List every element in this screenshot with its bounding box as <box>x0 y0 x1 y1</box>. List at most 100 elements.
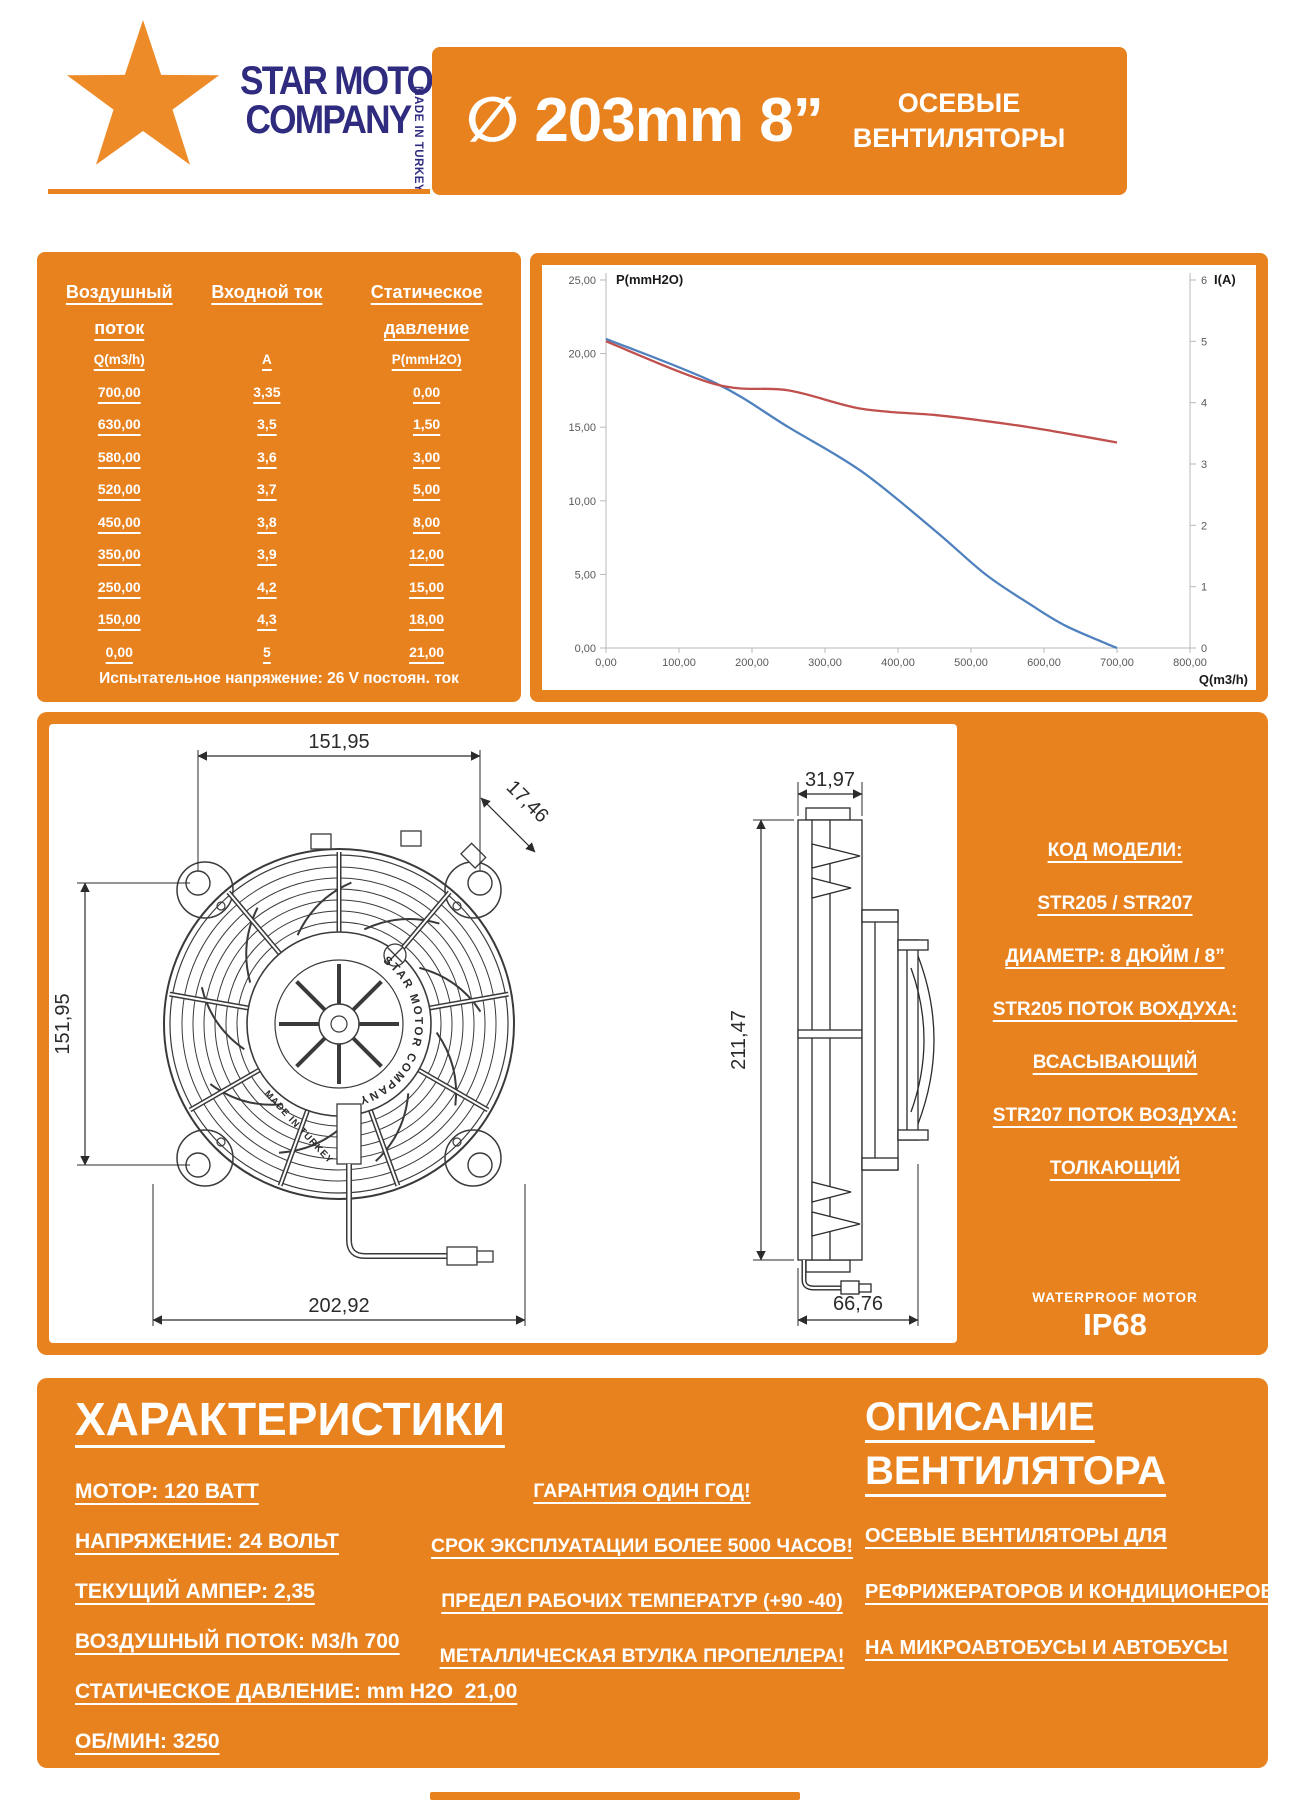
model-info-block: КОД МОДЕЛИ: STR205 / STR207 ДИАМЕТР: 8 ДЮЙ… <box>965 840 1265 1180</box>
side-depth-bottom-dim: 66,76 <box>833 1293 883 1315</box>
characteristic-item: МОТОР: 120 ВАТТ <box>75 1480 259 1503</box>
star-logo-icon <box>66 20 220 165</box>
spec-column-title: Статическое давление <box>371 274 483 350</box>
spec-column-title: Входной ток <box>211 274 322 350</box>
characteristic-item: ВОЗДУШНЫЙ ПОТОК: M3/h 700 <box>75 1630 400 1653</box>
spec-table-panel: Воздушный поток Q(m3/h) 700,00 630,00 580,00 5… <box>37 252 521 702</box>
chart-left-axis-title: P(mmH2O) <box>616 272 683 287</box>
spec-value: 18,00 <box>409 611 445 627</box>
highlight-item: ПРЕДЕЛ РАБОЧИХ ТЕМПЕРАТУР (+90 -40) <box>441 1590 843 1612</box>
brand-line-2: COMPANY <box>245 98 413 143</box>
spec-value: 3,6 <box>257 448 277 465</box>
chart-right-tick: 1 <box>1201 582 1207 594</box>
chart-right-tick: 2 <box>1201 520 1207 532</box>
front-clip-dim: 17,46 <box>502 776 553 827</box>
spec-value: 4,3 <box>257 611 277 627</box>
spec-value: 1,50 <box>412 416 441 432</box>
spec-value: 3,7 <box>257 481 277 497</box>
spec-value: 3,35 <box>253 383 281 400</box>
brand-line-1: STAR MOTOR <box>240 59 458 103</box>
model-info-line: STR205 ПОТОК ВОХДУХА: <box>992 999 1238 1020</box>
chart-left-tick: 20,00 <box>568 349 596 361</box>
chart-right-tick: 4 <box>1201 398 1207 410</box>
spec-value: 630,00 <box>97 416 141 432</box>
spec-value: 3,9 <box>257 546 277 562</box>
spec-value: 8,00 <box>412 513 441 530</box>
spec-unit: А <box>262 352 272 367</box>
chart-left-tick: 5,00 <box>575 569 596 581</box>
chart-right-axis-title: I(A) <box>1214 272 1236 287</box>
characteristic-item: НАПРЯЖЕНИЕ: 24 ВОЛЬТ <box>75 1530 339 1553</box>
model-info-line: ТОЛКАЮЩИЙ <box>1049 1158 1181 1179</box>
spec-value: 0,00 <box>412 383 441 400</box>
description-title: ОПИСАНИЕ ВЕНТИЛЯТОРА <box>865 1390 1265 1499</box>
spec-value: 12,00 <box>409 546 445 562</box>
spec-title-line: Входной ток <box>211 282 323 302</box>
chart-x-tick: 700,00 <box>1100 657 1134 669</box>
spec-value: 5,00 <box>412 481 441 497</box>
spec-value: 21,00 <box>409 643 445 660</box>
brand-name: STAR MOTOR COMPANY <box>240 59 458 143</box>
chart-series-current <box>605 340 1118 444</box>
spec-value: 15,00 <box>409 578 445 595</box>
spec-unit: P(mmH2O) <box>391 352 462 367</box>
highlight-item: МЕТАЛЛИЧЕСКАЯ ВТУЛКА ПРОПЕЛЛЕРА! <box>439 1645 845 1667</box>
characteristic-item: ОБ/МИН: 3250 <box>75 1730 220 1753</box>
characteristics-section: ХАРАКТЕРИСТИКИ МОТОР: 120 ВАТТ НАПРЯЖЕНИЕ… <box>75 1392 517 1754</box>
spec-value: 350,00 <box>97 546 141 562</box>
description-line: РЕФРИЖЕРАТОРОВ И КОНДИЦИОНЕРОВ <box>865 1580 1275 1603</box>
star-shape <box>66 20 220 165</box>
spec-value: 520,00 <box>97 481 141 497</box>
description-line: НА МИКРОАВТОБУСЫ И АВТОБУСЫ <box>865 1636 1228 1659</box>
spec-title-line: Воздушный <box>65 282 173 302</box>
model-info-line: STR205 / STR207 <box>1037 893 1193 914</box>
spec-value: 700,00 <box>97 383 141 400</box>
spec-value: 4,2 <box>257 578 277 595</box>
chart-background <box>542 265 1256 690</box>
details-panel: ХАРАКТЕРИСТИКИ МОТОР: 120 ВАТТ НАПРЯЖЕНИЕ… <box>37 1378 1275 1768</box>
product-type-line-1: ОСЕВЫЕ <box>897 87 1021 118</box>
model-info-line: КОД МОДЕЛИ: <box>1047 840 1183 861</box>
technical-drawing-panel: STAR MOTOR COMPANY MADE IN TURKEY 151 <box>37 712 1268 1355</box>
drawing-sheet: STAR MOTOR COMPANY MADE IN TURKEY 151 <box>49 724 957 1343</box>
waterproof-block: WATERPROOF MOTOR IP68 <box>965 1290 1265 1343</box>
chart-left-tick: 25,00 <box>568 275 596 287</box>
product-type-title: ОСЕВЫЕ ВЕНТИЛЯТОРЫ <box>819 86 1099 156</box>
front-height-dim: 151,95 <box>52 993 74 1054</box>
performance-chart-panel: 0,00 5,00 10,00 15,00 20,00 25,00 0 1 2 3 4 5 6 0,00 1… <box>530 253 1268 702</box>
chart-right-tick: 6 <box>1201 275 1207 287</box>
chart-left-tick: 0,00 <box>575 643 596 655</box>
spec-unit: Q(m3/h) <box>93 352 145 367</box>
description-title-line-1: ОПИСАНИЕ <box>865 1395 1095 1439</box>
side-dimension-lines <box>753 782 919 1326</box>
chart-x-tick: 300,00 <box>808 657 842 669</box>
spec-title-line: Статическое <box>370 282 483 302</box>
spec-value: 150,00 <box>97 611 141 627</box>
characteristic-item: ТЕКУЩИЙ АМПЕР: 2,35 <box>75 1580 315 1603</box>
waterproof-label: WATERPROOF MOTOR <box>1032 1290 1198 1305</box>
spec-column: Статическое давление P(mmH2O) 0,00 1,50 3,00 5… <box>332 274 521 660</box>
spec-column-title: Воздушный поток <box>66 274 173 350</box>
highlight-item: ГАРАНТИЯ ОДИН ГОД! <box>533 1480 751 1502</box>
spec-value: 0,00 <box>105 643 133 660</box>
fan-diameter-title: ∅ 203mm 8” <box>466 86 824 156</box>
highlight-item: СРОК ЭКСПЛУАТАЦИИ БОЛЕЕ 5000 ЧАСОВ! <box>430 1535 854 1557</box>
header-banner: ∅ 203mm 8” ОСЕВЫЕ ВЕНТИЛЯТОРЫ <box>432 47 1127 195</box>
model-info-line: ДИАМЕТР: 8 ДЮЙМ / 8” <box>1005 946 1225 967</box>
performance-chart: 0,00 5,00 10,00 15,00 20,00 25,00 0 1 2 3 4 5 6 0,00 1… <box>542 265 1256 690</box>
chart-left-tick: 10,00 <box>568 496 596 508</box>
chart-x-axis-title: Q(m3/h) <box>1199 672 1248 687</box>
spec-table: Воздушный поток Q(m3/h) 700,00 630,00 580,00 5… <box>37 252 521 660</box>
spec-column: Воздушный поток Q(m3/h) 700,00 630,00 580,00 5… <box>37 274 202 660</box>
front-width-top-dim: 151,95 <box>308 731 369 753</box>
chart-x-tick: 0,00 <box>595 657 616 669</box>
description-lines: ОСЕВЫЕ ВЕНТИЛЯТОРЫ ДЛЯ РЕФРИЖЕРАТОРОВ И К… <box>865 1524 1275 1660</box>
model-info-line: ВСАСЫВАЮЩИЙ <box>1032 1052 1198 1073</box>
product-type-line-2: ВЕНТИЛЯТОРЫ <box>852 123 1066 153</box>
description-line: ОСЕВЫЕ ВЕНТИЛЯТОРЫ ДЛЯ <box>865 1524 1167 1547</box>
technical-drawing: STAR MOTOR COMPANY MADE IN TURKEY 151 <box>52 731 935 1326</box>
description-title-line-2: ВЕНТИЛЯТОРА <box>865 1449 1167 1494</box>
chart-x-tick: 600,00 <box>1027 657 1061 669</box>
front-width-bottom-dim: 202,92 <box>308 1295 369 1317</box>
highlights-section: ГАРАНТИЯ ОДИН ГОД! СРОК ЭКСПЛУАТАЦИИ БОЛЕ… <box>430 1480 854 1668</box>
